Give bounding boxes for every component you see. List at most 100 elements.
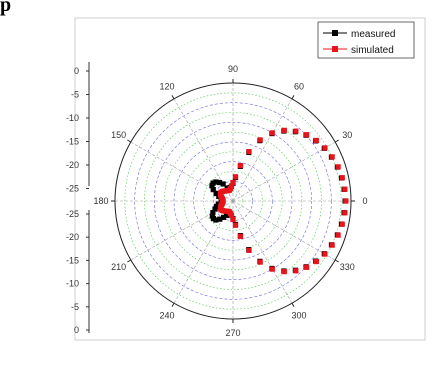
angle-tick-label: 300 xyxy=(291,310,306,320)
data-point-measured xyxy=(220,181,226,187)
data-point-simulated xyxy=(269,266,275,272)
grid-circle xyxy=(144,112,322,290)
grid-circle xyxy=(163,131,303,271)
data-point-simulated xyxy=(232,174,239,180)
angle-tick-label: 330 xyxy=(340,262,355,272)
angle-tick-label: 210 xyxy=(111,262,126,272)
grid-circle xyxy=(193,161,273,241)
data-point-simulated xyxy=(304,264,310,270)
angle-tick-label: 30 xyxy=(342,130,352,140)
legend-marker-measured xyxy=(332,30,338,36)
angle-tick-label: 90 xyxy=(228,64,238,74)
data-point-simulated xyxy=(281,269,287,275)
angle-tick-mark xyxy=(291,95,295,100)
radial-axis-upper: 0 -5 -10 -15 -20 -25 xyxy=(66,62,90,194)
legend-marker-simulated xyxy=(332,46,338,52)
angle-tick-mark xyxy=(334,259,339,263)
angle-tick-label: 0 xyxy=(362,196,367,206)
radial-tick-label: -20 xyxy=(66,160,79,170)
data-point-simulated xyxy=(230,216,236,223)
angle-tick-label: 120 xyxy=(159,82,174,92)
angle-tick-mark xyxy=(291,302,295,307)
grid-circle xyxy=(222,190,244,212)
data-point-simulated xyxy=(281,127,287,133)
data-point-measured xyxy=(213,203,220,209)
radial-axis-lower: -25 -20 -15 -10 -5 0 xyxy=(66,209,90,335)
data-point-simulated xyxy=(230,179,236,186)
radial-tick-label: 0 xyxy=(74,325,79,335)
data-point-measured xyxy=(213,217,219,223)
data-point-simulated xyxy=(342,186,348,192)
data-point-simulated xyxy=(237,233,244,239)
data-point-simulated xyxy=(232,222,239,228)
grid-circle xyxy=(173,141,293,261)
angle-tick-labels: 0 30 60 90 120 150 180 210 240 270 300 330 xyxy=(93,64,367,338)
data-point-simulated xyxy=(313,258,319,265)
data-point-simulated xyxy=(257,259,263,265)
data-point-measured xyxy=(217,216,223,222)
legend-label-measured: measured xyxy=(351,29,395,40)
data-point-measured xyxy=(216,179,223,186)
data-point-simulated xyxy=(293,128,299,134)
angle-tick-label: 270 xyxy=(225,328,240,338)
data-point-simulated xyxy=(246,149,252,155)
grid-circle xyxy=(154,122,312,280)
data-point-simulated xyxy=(246,247,252,253)
data-point-measured xyxy=(212,206,218,212)
radial-tick-label: -15 xyxy=(66,137,79,147)
angle-tick-label: 150 xyxy=(111,130,126,140)
data-point-simulated xyxy=(293,268,299,274)
grid-circle xyxy=(134,102,332,300)
data-point-simulated xyxy=(322,251,328,257)
data-point-simulated xyxy=(257,137,263,143)
data-point-simulated xyxy=(335,232,341,238)
data-point-simulated xyxy=(313,137,319,144)
grid-circle xyxy=(183,151,283,251)
angle-tick-mark xyxy=(171,95,175,100)
data-point-measured xyxy=(210,210,216,216)
data-point-simulated xyxy=(343,198,349,204)
radial-tick-label: -10 xyxy=(66,113,79,123)
angle-tick-mark xyxy=(171,302,175,307)
data-point-simulated xyxy=(335,164,341,170)
data-point-simulated xyxy=(304,132,310,138)
data-point-measured xyxy=(220,214,227,220)
data-point-measured xyxy=(213,190,219,197)
data-point-simulated xyxy=(322,145,328,151)
polar-grid xyxy=(111,79,355,323)
data-point-simulated xyxy=(228,212,235,219)
radial-tick-label: -5 xyxy=(71,90,79,100)
data-point-measured xyxy=(209,183,215,189)
radial-tick-label: -20 xyxy=(66,232,79,242)
data-point-simulated xyxy=(329,242,335,248)
data-point-simulated xyxy=(339,221,345,227)
radial-tick-label: -10 xyxy=(66,279,79,289)
data-point-simulated xyxy=(329,154,335,160)
angle-tick-mark xyxy=(334,139,339,143)
radial-tick-label: -25 xyxy=(66,184,79,194)
data-point-measured xyxy=(210,186,216,193)
data-point-simulated xyxy=(237,163,244,169)
angle-tick-label: 60 xyxy=(294,82,304,92)
data-point-simulated xyxy=(269,130,275,136)
grid-circle xyxy=(203,171,263,231)
top-text-fragment: p xyxy=(0,0,12,16)
angle-tick-mark xyxy=(127,259,132,263)
radial-tick-label: 0 xyxy=(74,66,79,76)
data-point-measured xyxy=(213,179,219,185)
angle-tick-mark xyxy=(127,139,132,143)
legend-label-simulated: simulated xyxy=(351,45,394,56)
angle-tick-label: 240 xyxy=(159,310,174,320)
series-simulated xyxy=(217,127,349,275)
radial-tick-label: -25 xyxy=(66,209,79,219)
radial-tick-label: -5 xyxy=(71,302,79,312)
data-point-measured xyxy=(210,180,216,186)
radial-tick-label: -15 xyxy=(66,255,79,265)
data-point-simulated xyxy=(342,210,348,216)
angle-tick-label: 180 xyxy=(93,196,108,206)
grid-circle xyxy=(124,92,342,310)
data-point-simulated xyxy=(339,175,345,181)
legend: measured simulated xyxy=(317,21,415,59)
